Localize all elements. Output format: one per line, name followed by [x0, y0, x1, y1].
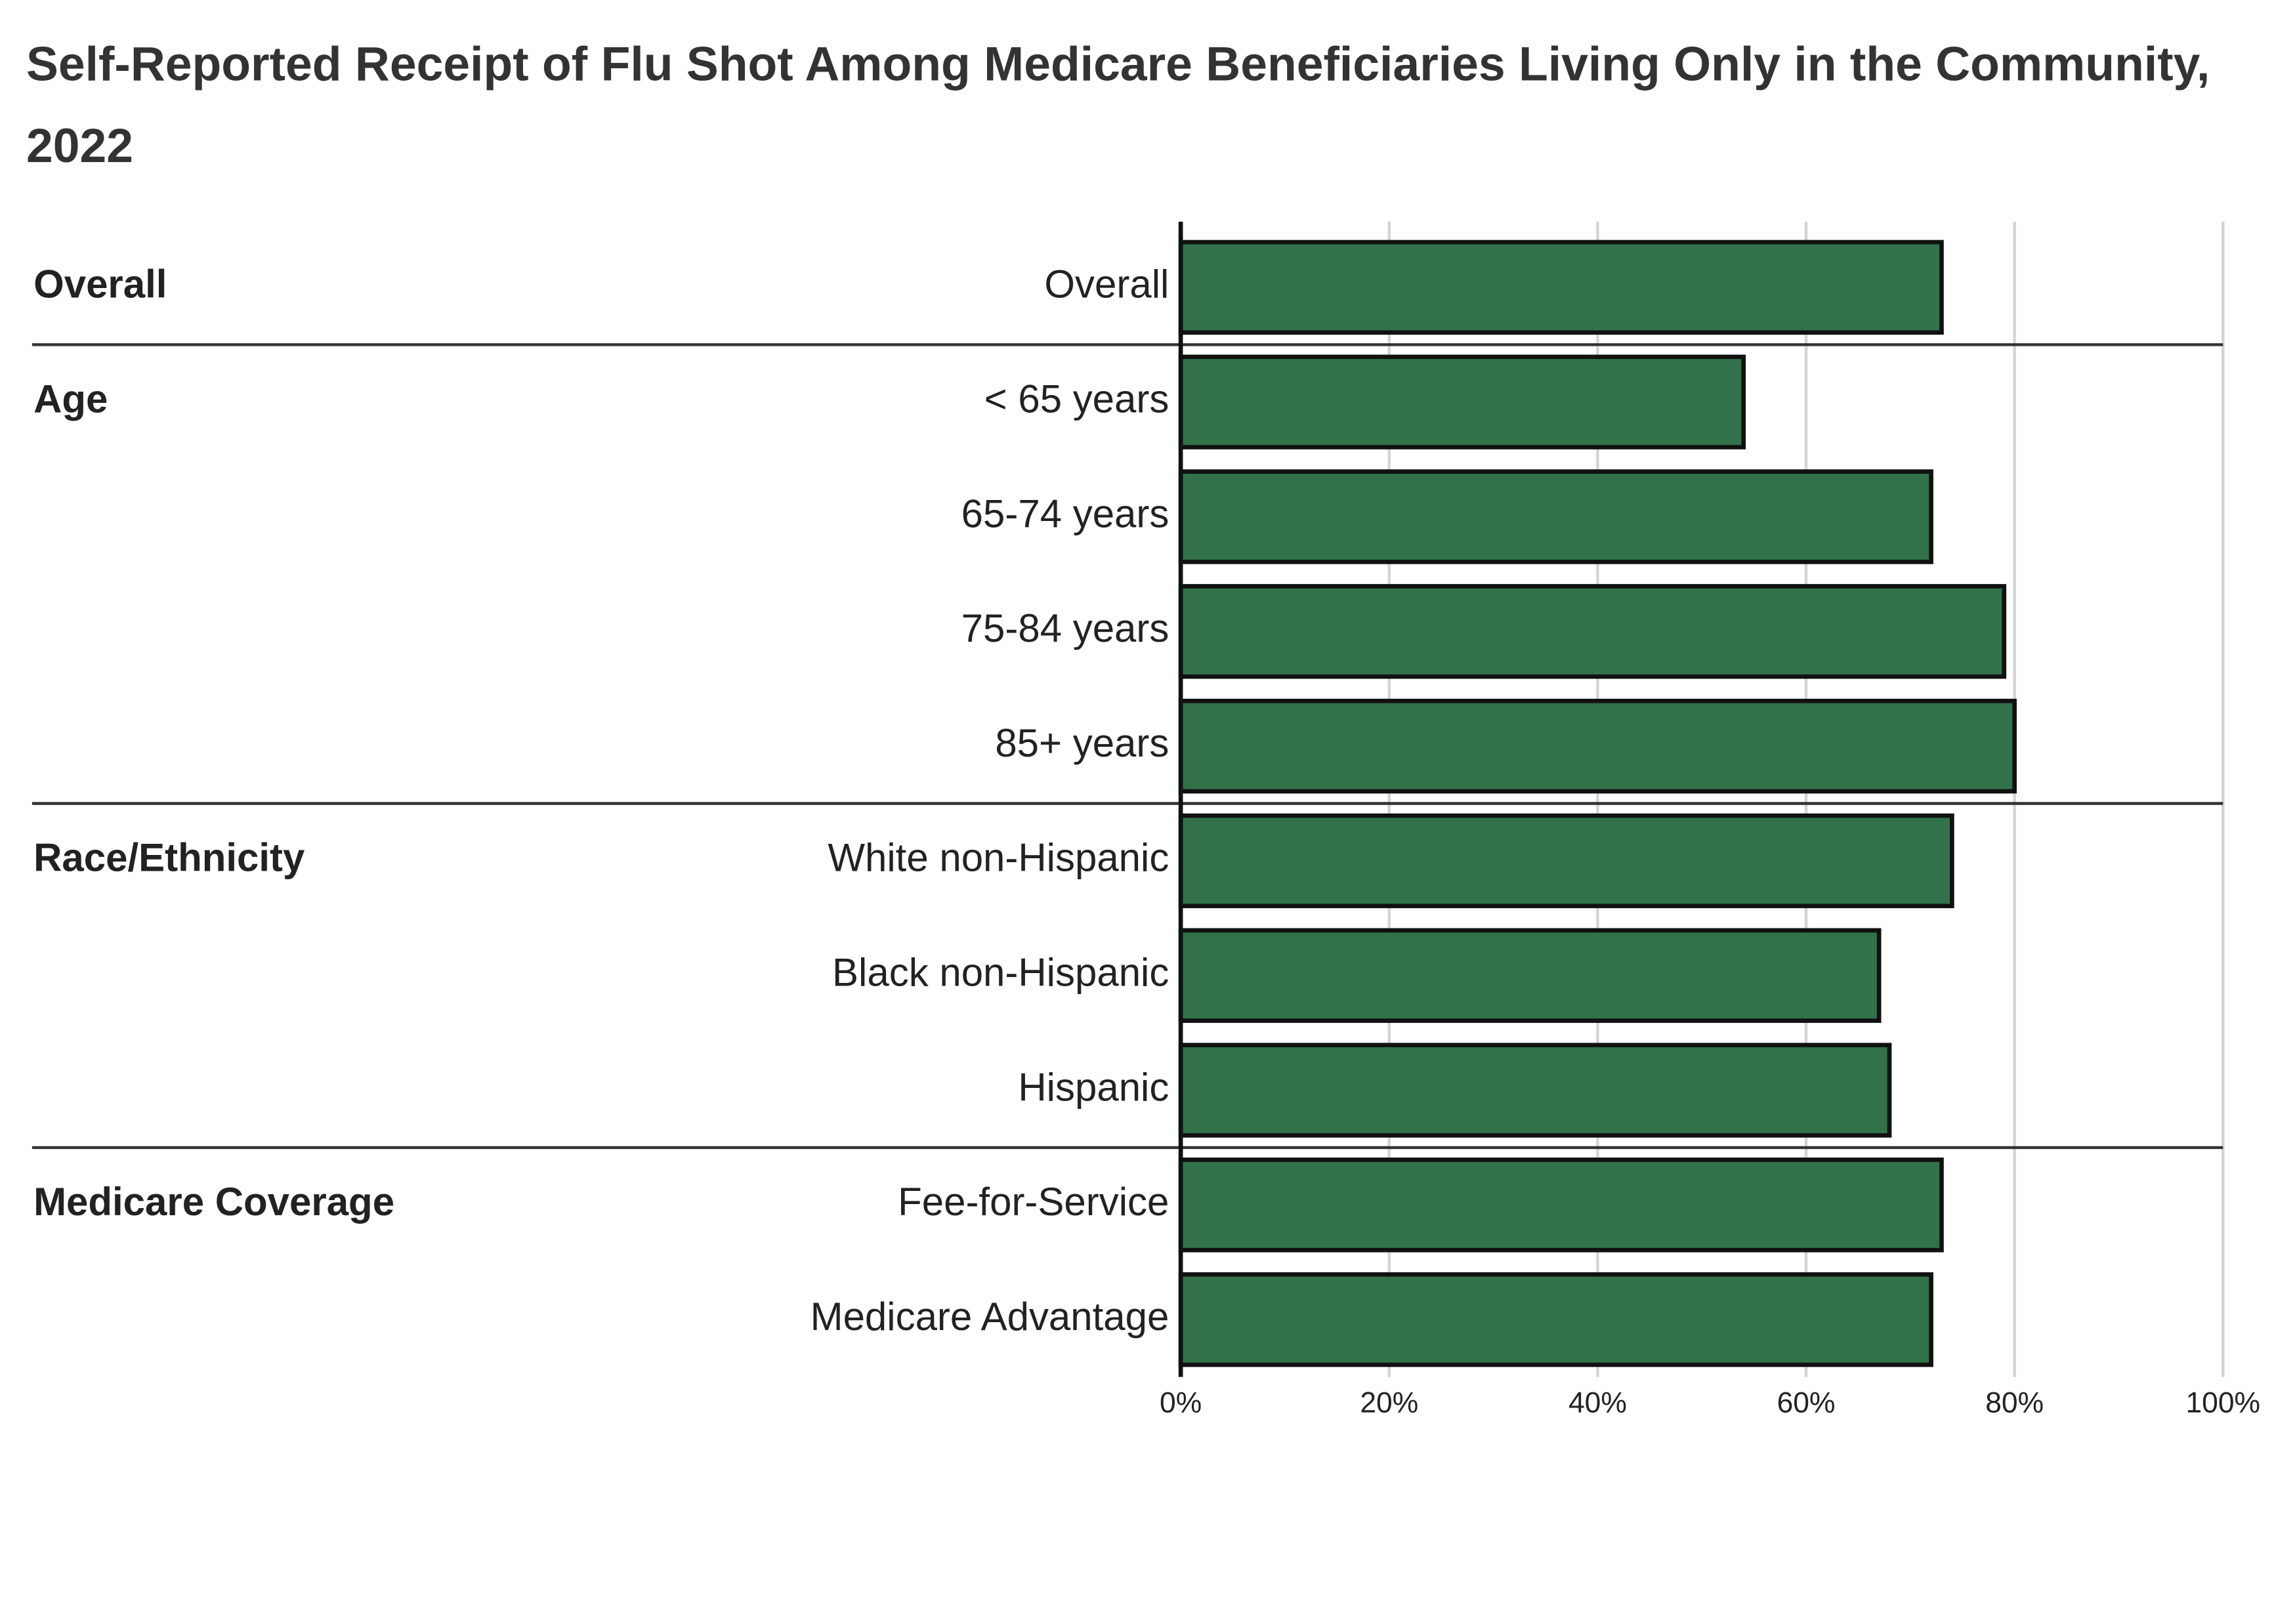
category-label: 85+ years [995, 721, 1169, 765]
x-tick-label: 0% [1160, 1386, 1202, 1419]
x-tick-label: 20% [1360, 1386, 1418, 1419]
bar [1178, 354, 1746, 449]
category-label: < 65 years [984, 377, 1169, 421]
bar [1178, 1272, 1933, 1367]
bar [1178, 469, 1933, 564]
x-tick-label: 100% [2185, 1386, 2260, 1419]
category-label: 65-74 years [961, 491, 1169, 535]
group-label: Age [33, 377, 108, 421]
category-label: White non-Hispanic [828, 836, 1169, 880]
chart-title: Self-Reported Receipt of Flu Shot Among … [26, 36, 2210, 173]
category-label: Hispanic [1018, 1065, 1169, 1109]
bar [1178, 1043, 1892, 1138]
category-label: Fee-for-Service [898, 1180, 1169, 1224]
bar [1178, 928, 1882, 1023]
category-label: Overall [1044, 262, 1169, 306]
category-label: Black non-Hispanic [832, 951, 1169, 995]
category-label: Medicare Advantage [811, 1295, 1169, 1339]
bar [1178, 1157, 1944, 1253]
bar [1178, 813, 1954, 909]
group-label: Overall [33, 262, 167, 306]
group-label: Race/Ethnicity [33, 836, 305, 880]
x-tick-label: 40% [1569, 1386, 1627, 1419]
x-tick-label: 80% [1985, 1386, 2044, 1419]
title-box: Self-Reported Receipt of Flu Shot Among … [26, 36, 2210, 173]
bar [1178, 239, 1944, 335]
category-label: 75-84 years [961, 606, 1169, 650]
bar [1178, 584, 2007, 679]
x-tick-label: 60% [1777, 1386, 1836, 1419]
bar [1178, 698, 2017, 794]
group-label: Medicare Coverage [33, 1180, 394, 1224]
